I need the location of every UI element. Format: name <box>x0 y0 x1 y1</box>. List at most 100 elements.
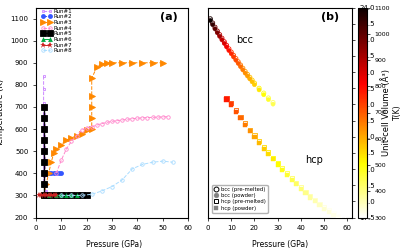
Y-axis label: T(K): T(K) <box>393 105 400 120</box>
Point <box>260 91 267 95</box>
Point <box>207 17 214 21</box>
Point <box>251 83 258 87</box>
Point <box>251 81 258 85</box>
Point <box>237 116 244 120</box>
Point <box>223 45 230 49</box>
Point <box>340 218 346 222</box>
Point <box>219 38 225 42</box>
Point <box>216 34 223 38</box>
Point <box>293 180 300 184</box>
Point <box>260 147 267 151</box>
Text: Pressure (GPa): Pressure (GPa) <box>252 240 308 250</box>
Point <box>214 29 220 33</box>
Legend: Run#1, Run#2, Run#3, Run#4, Run#5, Run#6, Run#7, Run#8: Run#1, Run#2, Run#3, Run#4, Run#5, Run#6… <box>40 8 73 54</box>
Point <box>237 64 244 68</box>
Point <box>214 31 220 35</box>
Point <box>242 123 248 127</box>
Point <box>316 202 323 205</box>
Point <box>284 173 290 177</box>
Point <box>249 80 255 84</box>
Point <box>221 40 228 44</box>
Point <box>302 191 309 195</box>
Point <box>330 211 337 215</box>
Point <box>270 157 276 161</box>
Point <box>210 21 216 25</box>
Point <box>226 48 232 52</box>
Legend: bcc (pre-melted), bcc (powder), hcp (pre-melted), hcp (powder): bcc (pre-melted), bcc (powder), hcp (pre… <box>212 184 268 213</box>
Point <box>226 47 232 51</box>
Point <box>349 221 355 225</box>
Point <box>207 18 214 22</box>
Point <box>330 213 337 217</box>
Text: bcc: bcc <box>236 35 253 45</box>
Point <box>270 102 276 106</box>
Point <box>233 56 239 60</box>
Point <box>240 68 246 72</box>
Point <box>240 66 246 70</box>
Point <box>260 93 267 97</box>
Point <box>230 53 237 57</box>
Point <box>265 98 272 102</box>
Point <box>235 62 241 66</box>
Point <box>316 203 323 207</box>
Point <box>274 162 281 166</box>
Point <box>288 176 295 180</box>
Point <box>256 141 262 145</box>
Point <box>244 74 251 78</box>
Point <box>219 36 225 40</box>
Point <box>298 185 304 189</box>
Point <box>344 218 350 222</box>
Point <box>312 199 318 203</box>
Point <box>242 71 248 75</box>
Point <box>288 178 295 182</box>
Point <box>216 33 223 37</box>
Point <box>235 60 241 64</box>
Point <box>233 110 239 114</box>
Point <box>256 86 262 90</box>
Point <box>307 194 313 198</box>
Point <box>335 216 341 220</box>
Y-axis label: Unit-cell Volume (Å³): Unit-cell Volume (Å³) <box>381 69 391 156</box>
Point <box>210 22 216 26</box>
Y-axis label: Temperature (K): Temperature (K) <box>0 78 5 146</box>
Point <box>230 55 237 59</box>
Point <box>237 63 244 67</box>
Point <box>265 152 272 156</box>
Point <box>312 198 318 202</box>
Point <box>212 27 218 31</box>
Point <box>228 102 234 106</box>
Point <box>256 139 262 143</box>
Point <box>249 78 255 82</box>
Point <box>256 88 262 92</box>
Point <box>302 190 309 194</box>
Text: (a): (a) <box>160 12 177 22</box>
Point <box>223 96 230 100</box>
Point <box>247 129 253 133</box>
Point <box>340 216 346 220</box>
Point <box>270 100 276 104</box>
Point <box>307 196 313 200</box>
Point <box>251 135 258 139</box>
Text: Pressure (GPa): Pressure (GPa) <box>86 240 142 250</box>
Point <box>223 98 230 102</box>
Point <box>298 187 304 191</box>
Point <box>242 70 248 73</box>
Point <box>274 161 281 165</box>
Point <box>265 150 272 154</box>
Point <box>326 208 332 212</box>
Point <box>251 134 258 138</box>
Point <box>228 101 234 105</box>
Point <box>221 41 228 45</box>
Text: hcp: hcp <box>306 154 324 164</box>
Point <box>233 108 239 112</box>
Point <box>321 207 327 211</box>
Point <box>321 205 327 209</box>
Point <box>326 210 332 214</box>
Point <box>279 168 286 172</box>
Point <box>349 220 355 224</box>
Point <box>247 75 253 79</box>
Point <box>293 182 300 186</box>
Point <box>270 156 276 160</box>
Point <box>228 50 234 54</box>
Point <box>260 145 267 149</box>
